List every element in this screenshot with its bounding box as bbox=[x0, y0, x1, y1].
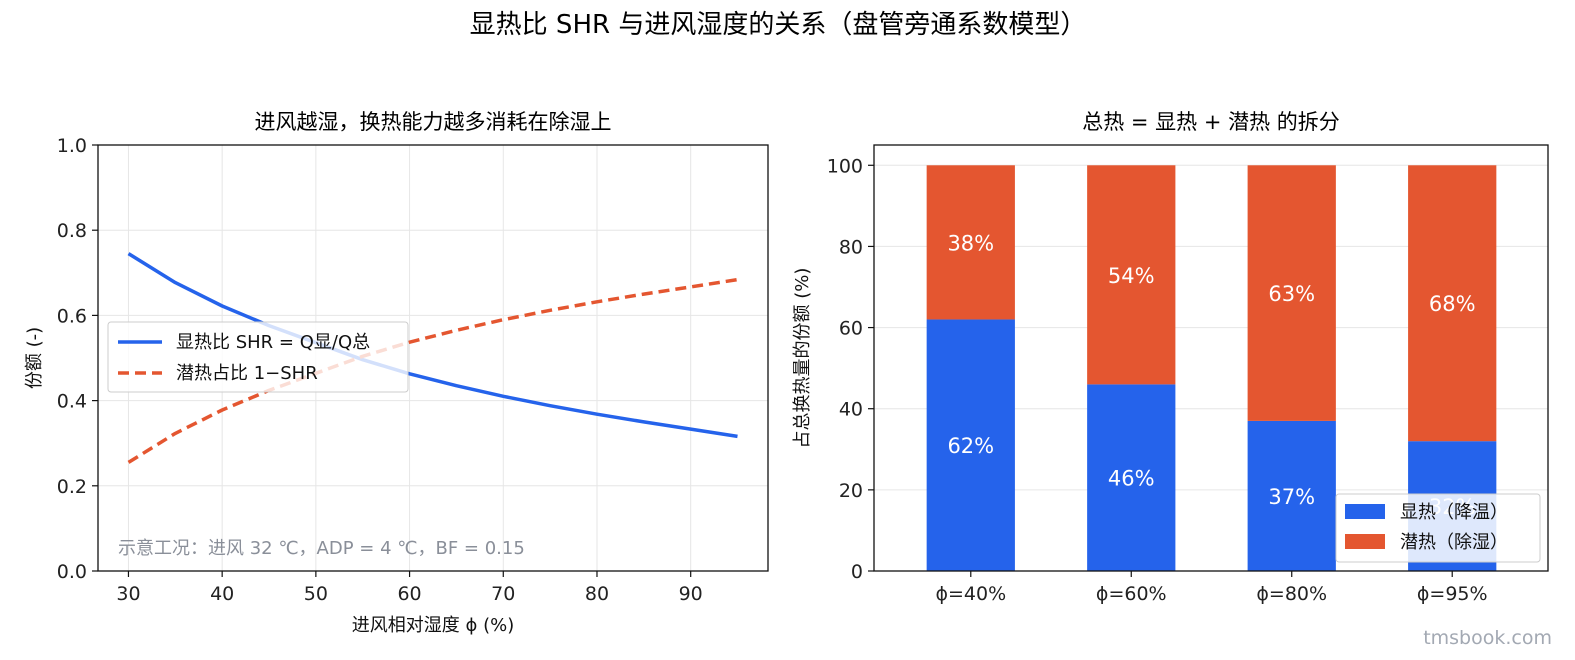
left-xtick-label: 70 bbox=[491, 583, 515, 605]
right-chart-ticks: 0 20 40 60 80 100 ϕ=40% ϕ=60% ϕ=80% ϕ=95% bbox=[827, 155, 1488, 605]
left-chart: 进风越湿，换热能力越多消耗在除湿上 30 40 50 60 70 80 90 0.0 0.2 0.… bbox=[24, 110, 769, 636]
left-ytick-label: 0.6 bbox=[57, 305, 87, 327]
left-chart-ticks: 30 40 50 60 70 80 90 0.0 0.2 0.4 0.6 0.8 1.0 bbox=[57, 135, 703, 605]
left-legend-box bbox=[107, 321, 409, 393]
legend-label-shr: 显热比 SHR = Q显/Q总 bbox=[176, 332, 370, 353]
legend-label-sensible: 显热（降温） bbox=[1400, 502, 1508, 523]
right-ytick-label: 40 bbox=[839, 399, 863, 421]
left-xtick-label: 50 bbox=[304, 583, 328, 605]
left-xtick-label: 40 bbox=[210, 583, 234, 605]
right-ytick-label: 100 bbox=[827, 155, 863, 177]
right-chart: 总热 = 显热 + 潜热 的拆分 0 20 40 60 80 100 ϕ=40% ϕ=60% ϕ… bbox=[792, 110, 1549, 605]
bar-label-sensible: 37% bbox=[1268, 485, 1315, 509]
left-chart-annotation: 示意工况：进风 32 ℃，ADP = 4 ℃，BF = 0.15 bbox=[118, 538, 525, 559]
series-line-shr bbox=[127, 252, 738, 439]
bar-label-sensible: 62% bbox=[947, 434, 994, 458]
right-chart-ylabel: 占总换热量的份额 (%) bbox=[792, 268, 813, 449]
right-legend-box bbox=[1335, 493, 1541, 563]
bar-segment-sensible bbox=[1247, 420, 1336, 571]
bar-segment-latent bbox=[1087, 165, 1176, 385]
right-xtick-label: ϕ=95% bbox=[1417, 583, 1488, 605]
legend-label-latent-ratio: 潜热占比 1−SHR bbox=[176, 363, 318, 384]
bar-label-latent: 63% bbox=[1268, 282, 1315, 306]
left-chart-series bbox=[127, 252, 738, 464]
left-xtick-label: 80 bbox=[585, 583, 609, 605]
bar-label-latent: 68% bbox=[1429, 292, 1476, 316]
right-chart-bars: 62%38%46%54%37%63%32%68% bbox=[926, 165, 1497, 571]
left-ytick-label: 1.0 bbox=[57, 135, 87, 157]
watermark: tmsbook.com bbox=[1423, 627, 1552, 649]
right-xtick-label: ϕ=80% bbox=[1256, 583, 1327, 605]
left-chart-title: 进风越湿，换热能力越多消耗在除湿上 bbox=[255, 110, 612, 134]
right-ytick-label: 0 bbox=[851, 561, 863, 583]
bar-label-latent: 38% bbox=[947, 231, 994, 255]
right-ytick-label: 80 bbox=[839, 236, 863, 258]
left-chart-frame bbox=[97, 144, 769, 572]
series-line-latent-ratio bbox=[127, 277, 738, 464]
right-ytick-label: 60 bbox=[839, 318, 863, 340]
legend-swatch-sensible bbox=[1345, 504, 1385, 519]
right-xtick-label: ϕ=60% bbox=[1096, 583, 1167, 605]
bar-label-sensible: 46% bbox=[1108, 467, 1155, 491]
left-xtick-label: 60 bbox=[397, 583, 421, 605]
right-chart-frame bbox=[873, 144, 1549, 572]
left-ytick-label: 0.0 bbox=[57, 561, 87, 583]
right-xtick-label: ϕ=40% bbox=[935, 583, 1006, 605]
bar-segment-sensible bbox=[1087, 384, 1176, 571]
left-chart-legend: 显热比 SHR = Q显/Q总 潜热占比 1−SHR bbox=[107, 321, 409, 393]
right-chart-legend: 显热（降温） 潜热（除湿） bbox=[1335, 493, 1541, 563]
left-ytick-label: 0.2 bbox=[57, 476, 87, 498]
bar-segment-latent bbox=[926, 165, 1015, 320]
legend-label-latent: 潜热（除湿） bbox=[1400, 532, 1508, 553]
right-ytick-label: 20 bbox=[839, 480, 863, 502]
right-chart-title: 总热 = 显热 + 潜热 的拆分 bbox=[1082, 110, 1340, 134]
left-ytick-label: 0.8 bbox=[57, 220, 87, 242]
figure-suptitle: 显热比 SHR 与进风湿度的关系（盘管旁通系数模型） bbox=[470, 10, 1087, 40]
bar-segment-sensible bbox=[926, 319, 1015, 571]
left-chart-xlabel: 进风相对湿度 ϕ (%) bbox=[352, 615, 514, 636]
bar-label-latent: 54% bbox=[1108, 264, 1155, 288]
left-xtick-label: 30 bbox=[116, 583, 140, 605]
bar-segment-latent bbox=[1247, 165, 1336, 421]
legend-swatch-latent bbox=[1345, 534, 1385, 549]
left-xtick-label: 90 bbox=[679, 583, 703, 605]
bar-segment-latent bbox=[1408, 165, 1497, 442]
left-chart-ylabel: 份额 (-) bbox=[24, 327, 45, 389]
left-ytick-label: 0.4 bbox=[57, 391, 87, 413]
